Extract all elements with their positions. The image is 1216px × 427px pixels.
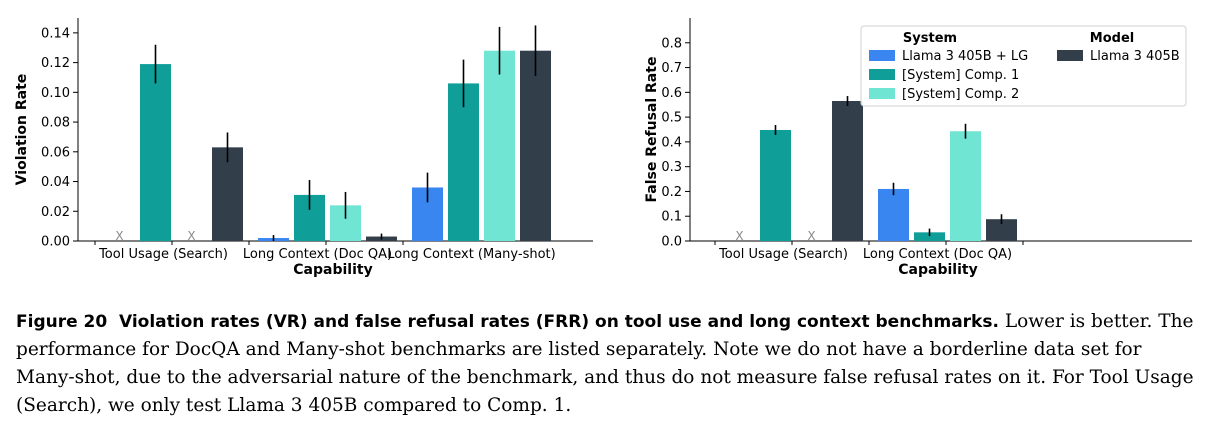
y-tick-label: 0.02	[41, 205, 70, 220]
y-tick-label: 0.06	[41, 145, 70, 160]
missing-value-marker: X	[807, 229, 815, 243]
legend-swatch	[869, 50, 895, 61]
y-tick-label: 0.00	[41, 235, 70, 250]
y-tick-label: 0.12	[41, 56, 70, 71]
y-tick-label: 0.5	[661, 111, 682, 126]
bar-system-comp-1-long-context-doc-qa	[914, 232, 945, 241]
bar-llama-3-405b-long-context-doc-qa	[986, 219, 1017, 241]
x-axis-label: Capability	[898, 262, 977, 278]
legend-swatch	[869, 69, 895, 80]
bar-llama-3-405b-tool-usage-search	[212, 147, 243, 241]
y-tick-label: 0.0	[661, 235, 682, 250]
legend: System Llama 3 405B + LG [System] Comp. 1 […	[860, 25, 1187, 107]
y-tick-label: 0.3	[661, 160, 682, 175]
caption-body: Lower is better. The performance for Doc…	[16, 311, 1194, 416]
bar-llama-3-405b-lg-long-context-doc-qa	[878, 188, 909, 241]
bar-llama-3-405b-tool-usage-search	[832, 101, 863, 241]
y-tick-label: 0.6	[661, 86, 682, 101]
bar-system-comp-1-tool-usage-search	[140, 64, 171, 241]
bar-system-comp-1-tool-usage-search	[760, 129, 791, 241]
category-label: Long Context (Doc QA)	[863, 247, 1012, 262]
y-tick-label: 0.2	[661, 185, 682, 200]
y-tick-label: 0.4	[661, 135, 682, 150]
y-axis-label: False Refusal Rate	[644, 57, 660, 203]
legend-model-title: Model	[1090, 31, 1134, 46]
y-axis-label: Violation Rate	[14, 74, 30, 186]
violation-rate-chart: 0.00 0.02 0.04 0.06 0.08 0.10 0.12 0.14 Violatio…	[14, 18, 593, 278]
category-label: Long Context (Doc QA)	[243, 247, 392, 262]
figure-caption: Figure 20 Violation rates (VR) and false…	[16, 308, 1202, 420]
y-tick-label: 0.7	[661, 61, 682, 76]
caption-title: Violation rates (VR) and false refusal r…	[118, 312, 999, 332]
caption-label: Figure 20	[16, 312, 108, 332]
missing-value-marker: X	[187, 229, 195, 243]
category-label: Tool Usage (Search)	[98, 247, 228, 262]
bar-system-comp-2-long-context-doc-qa	[950, 131, 981, 241]
y-tick-label: 0.14	[41, 26, 70, 41]
y-tick-label: 0.1	[661, 210, 682, 225]
y-tick-label: 0.8	[661, 36, 682, 51]
category-label: Long Context (Many-shot)	[387, 247, 555, 262]
y-tick-label: 0.10	[41, 86, 70, 101]
y-tick-label: 0.04	[41, 175, 70, 190]
missing-value-marker: X	[115, 229, 123, 243]
bar-system-comp-1-long-context-many-shot	[448, 83, 479, 241]
missing-value-marker: X	[735, 229, 743, 243]
legend-label: Llama 3 405B	[1090, 49, 1180, 64]
legend-system-title: System	[903, 31, 957, 46]
legend-label: Llama 3 405B + LG	[902, 49, 1028, 64]
bar-llama-3-405b-long-context-many-shot	[520, 50, 551, 241]
legend-swatch	[1057, 50, 1083, 61]
legend-label: [System] Comp. 1	[902, 68, 1019, 83]
legend-box	[860, 25, 1187, 107]
legend-swatch	[869, 88, 895, 99]
bar-system-comp-2-long-context-many-shot	[484, 50, 515, 241]
legend-label: [System] Comp. 2	[902, 87, 1019, 102]
category-label: Tool Usage (Search)	[718, 247, 848, 262]
y-tick-label: 0.08	[41, 116, 70, 131]
x-axis-label: Capability	[293, 262, 372, 278]
